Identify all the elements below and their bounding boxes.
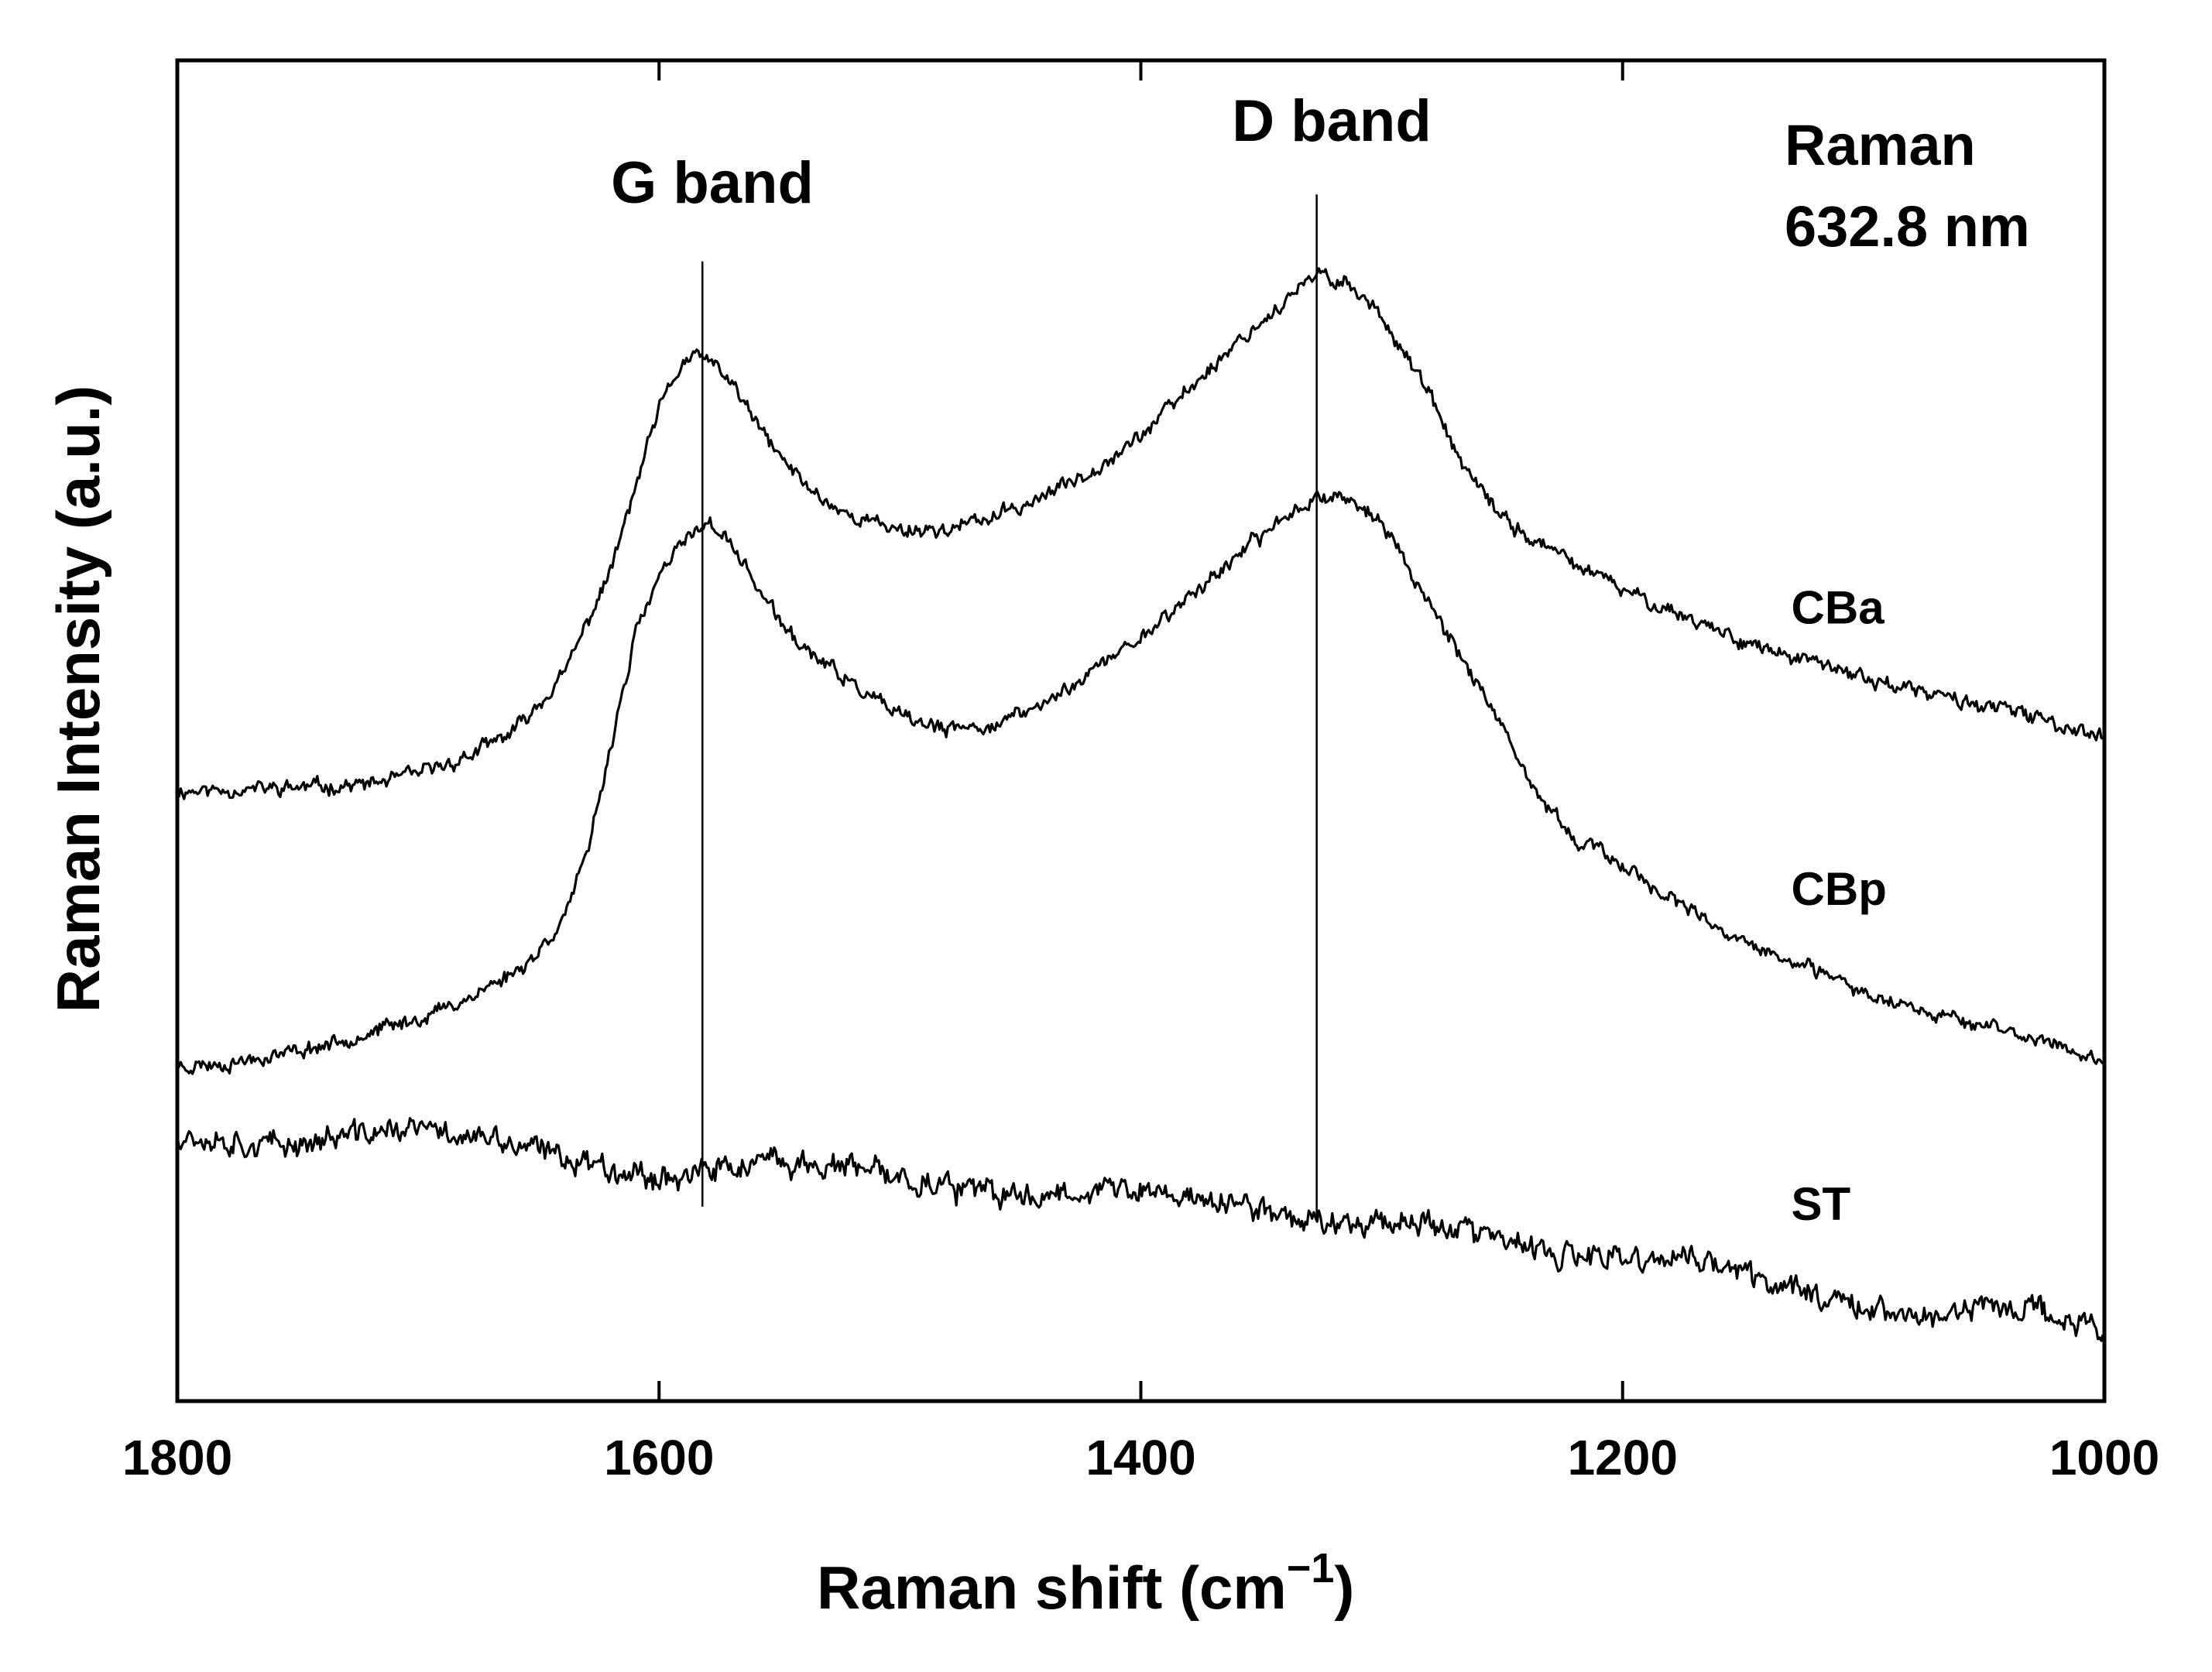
series-line-CBp xyxy=(176,490,2104,1075)
laser-note-line2: 632.8 nm xyxy=(1785,194,2030,259)
band-markers xyxy=(701,194,1318,1221)
series-labels: CBa CBp ST xyxy=(1792,581,1887,1230)
x-axis-title-superscript: −1 xyxy=(1287,1545,1335,1591)
series-label-CBp: CBp xyxy=(1792,863,1887,915)
x-axis-title: Raman shift (cm−1) xyxy=(817,1545,1354,1622)
x-axis-title-main: Raman shift (cm xyxy=(817,1554,1287,1622)
d-band-label: D band xyxy=(1232,88,1432,154)
x-tick-label-1800: 1800 xyxy=(122,1430,232,1485)
x-tick-label-1200: 1200 xyxy=(1568,1430,1678,1485)
x-tick-label-1400: 1400 xyxy=(1085,1430,1195,1485)
series-label-CBa: CBa xyxy=(1792,581,1885,633)
x-ticks: 1800 1600 1400 1200 1000 xyxy=(122,60,2159,1485)
x-tick-label-1600: 1600 xyxy=(604,1430,714,1485)
series-lines xyxy=(176,267,2104,1342)
series-line-ST xyxy=(176,1117,2104,1342)
g-band-label: G band xyxy=(611,150,814,216)
laser-note-line1: Raman xyxy=(1785,113,1976,177)
y-axis-title: Raman Intensity (a.u.) xyxy=(44,385,112,1012)
x-axis-title-close: ) xyxy=(1334,1554,1354,1622)
series-label-ST: ST xyxy=(1792,1178,1851,1230)
x-tick-label-1000: 1000 xyxy=(2049,1430,2159,1485)
series-line-CBa xyxy=(176,267,2104,800)
